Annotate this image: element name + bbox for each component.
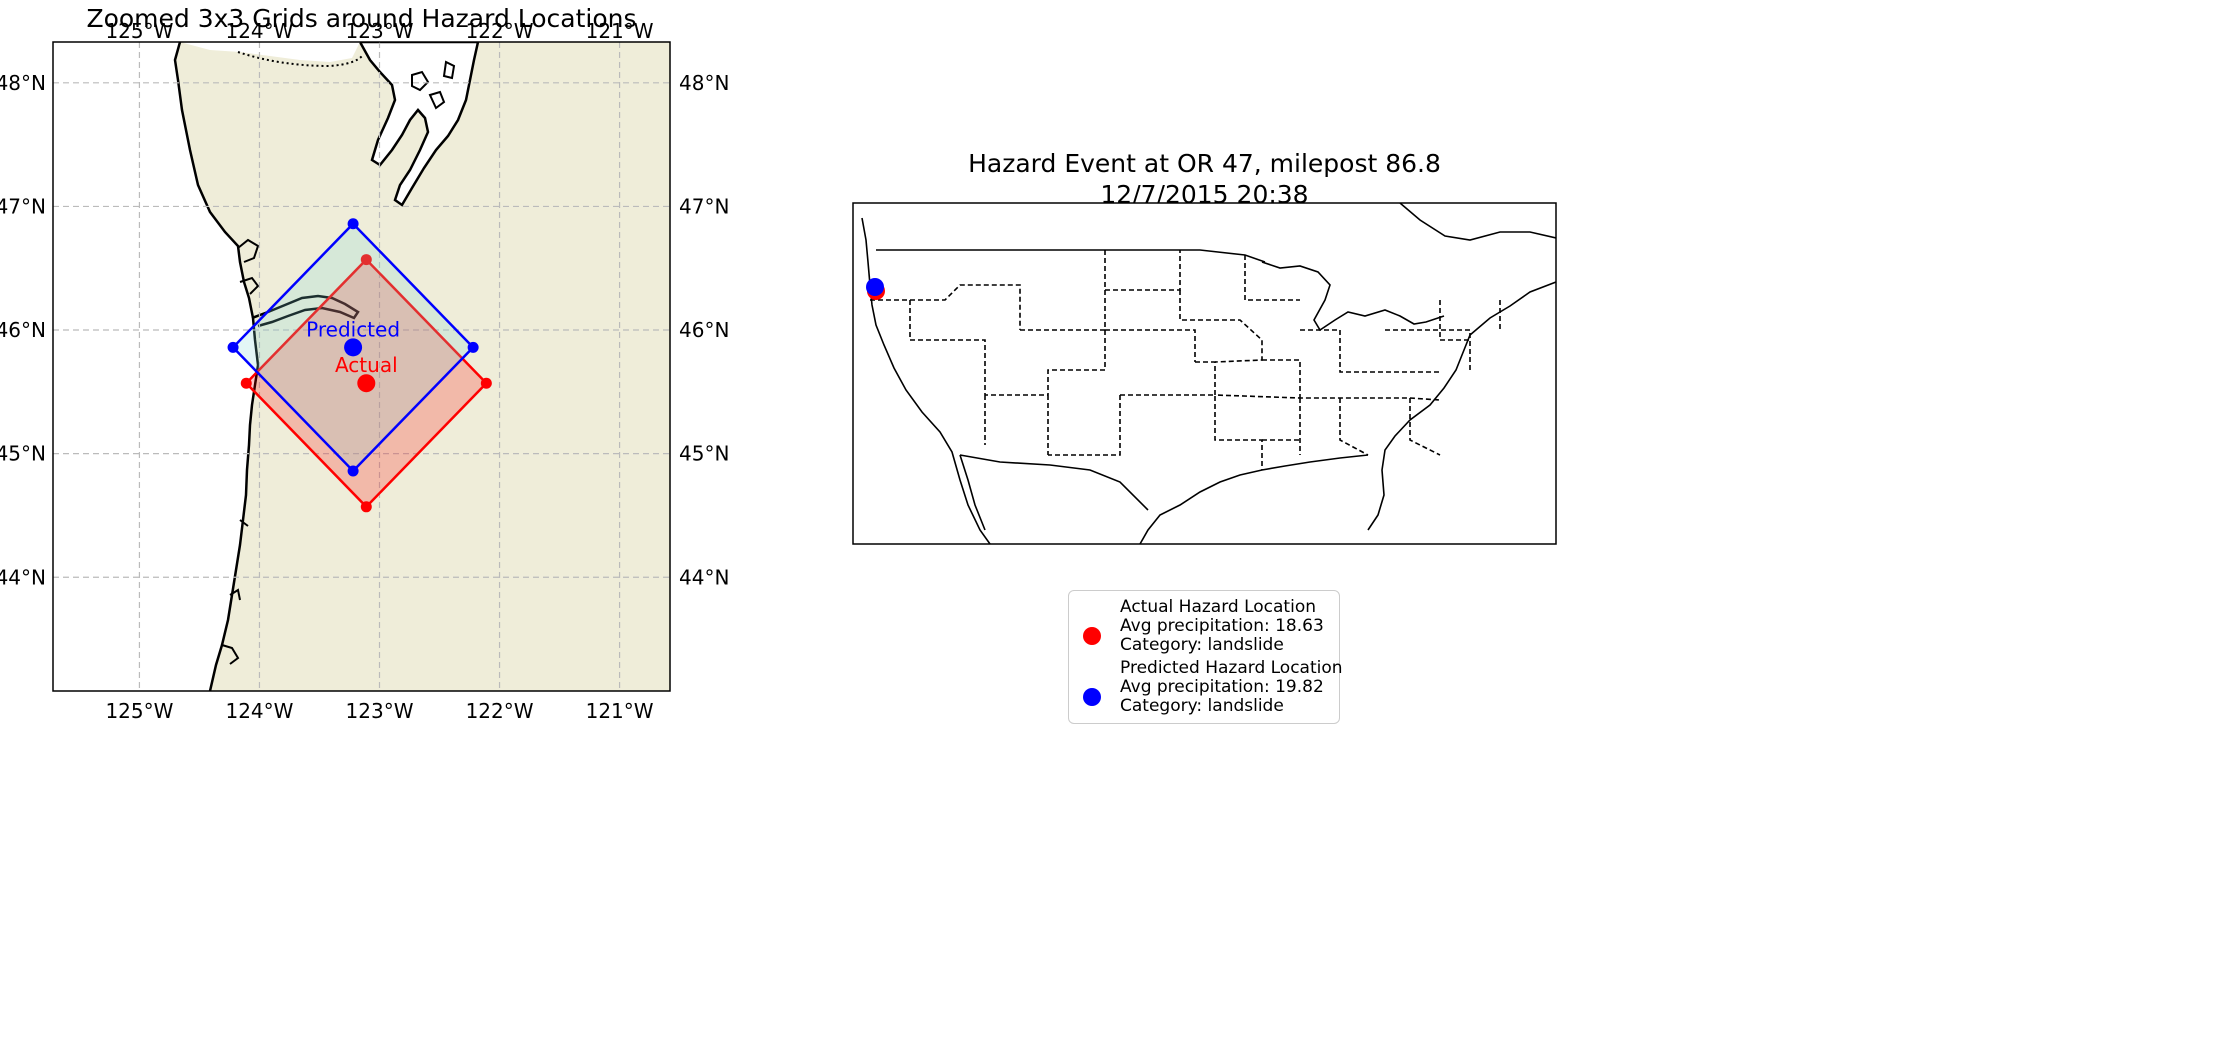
legend-predicted-category: Category: landslide — [1120, 696, 1284, 716]
actual-grid-corner — [360, 254, 372, 266]
overview-west-coast — [861, 217, 991, 544]
x-tick-label-top: 122°W — [466, 19, 534, 43]
columbia-river — [251, 294, 360, 328]
actual-point — [357, 374, 376, 393]
legend-predicted-dot — [1083, 688, 1101, 706]
legend-actual-dot — [1083, 627, 1101, 645]
actual-grid-corner — [480, 377, 492, 389]
legend-predicted-name: Predicted Hazard Location — [1120, 658, 1343, 678]
land-area — [175, 42, 670, 691]
right-map-title: Hazard Event at OR 47, milepost 86.8 12/… — [853, 148, 1556, 210]
y-tick-label-right: 47°N — [679, 194, 729, 218]
legend-actual-category: Category: landslide — [1120, 635, 1284, 655]
overview-canada-coast — [1399, 203, 1556, 241]
zoomed-map: Predicted Actual 125°W 125°W 124°W 124°W 123°… — [0, 19, 729, 723]
left-map-title: Zoomed 3x3 Grids around Hazard Locations — [86, 4, 637, 33]
legend-predicted-precip: Avg precipitation: 19.82 — [1120, 677, 1324, 697]
predicted-grid-corner — [347, 218, 359, 230]
willapa-bay — [237, 238, 260, 295]
x-tick-label-bottom: 124°W — [225, 699, 293, 723]
hazard-grids: Predicted Actual — [227, 218, 492, 513]
overview-state-borders — [870, 250, 1501, 470]
overview-canada-border — [876, 249, 1266, 263]
predicted-point — [344, 338, 363, 357]
predicted-grid-corner — [467, 341, 479, 353]
x-tick-label-bottom: 125°W — [105, 699, 173, 723]
y-tick-label-left: 46°N — [0, 318, 46, 342]
y-tick-label-left: 45°N — [0, 442, 46, 466]
y-tick-label-right: 45°N — [679, 442, 729, 466]
x-tick-label-top: 125°W — [105, 19, 173, 43]
actual-grid-corner — [360, 501, 372, 513]
gridlines — [53, 42, 670, 691]
coastline — [173, 42, 260, 691]
legend-actual-name: Actual Hazard Location — [1120, 597, 1316, 617]
legend: Actual Hazard Location Avg precipitation… — [1068, 590, 1343, 724]
predicted-grid-corner — [227, 341, 239, 353]
actual-grid-corner — [240, 377, 252, 389]
coastal-islets — [221, 519, 249, 665]
overview-map — [852, 202, 1557, 545]
x-tick-label-top: 121°W — [586, 19, 654, 43]
axis-ticks: 125°W 125°W 124°W 124°W 123°W 123°W 122°W 122°W… — [0, 19, 729, 723]
y-tick-label-left: 44°N — [0, 565, 46, 589]
y-tick-label-right: 48°N — [679, 71, 729, 95]
y-tick-label-right: 44°N — [679, 565, 729, 589]
left-map-frame — [52, 41, 671, 692]
overview-map-background — [853, 203, 1556, 544]
overview-mexico-border — [959, 454, 1149, 511]
x-tick-label-top: 124°W — [225, 19, 293, 43]
overview-predicted-marker — [866, 278, 884, 296]
x-tick-label-top: 123°W — [346, 19, 414, 43]
y-tick-label-left: 47°N — [0, 194, 46, 218]
right-map-title-line1: Hazard Event at OR 47, milepost 86.8 — [968, 149, 1441, 178]
actual-label: Actual — [335, 353, 398, 377]
predicted-label: Predicted — [306, 317, 400, 341]
overview-great-lakes — [1261, 261, 1445, 332]
y-tick-label-right: 46°N — [679, 318, 729, 342]
x-tick-label-bottom: 123°W — [346, 699, 414, 723]
overview-map-frame — [852, 202, 1557, 545]
y-tick-label-left: 48°N — [0, 71, 46, 95]
x-tick-label-bottom: 122°W — [466, 699, 534, 723]
x-tick-label-bottom: 121°W — [586, 699, 654, 723]
predicted-grid-corner — [347, 465, 359, 477]
strait-water — [180, 42, 360, 62]
overview-gulf-coast — [1139, 454, 1369, 544]
puget-islands — [411, 60, 456, 110]
legend-actual-precip: Avg precipitation: 18.63 — [1120, 616, 1324, 636]
overview-baja — [959, 454, 986, 531]
